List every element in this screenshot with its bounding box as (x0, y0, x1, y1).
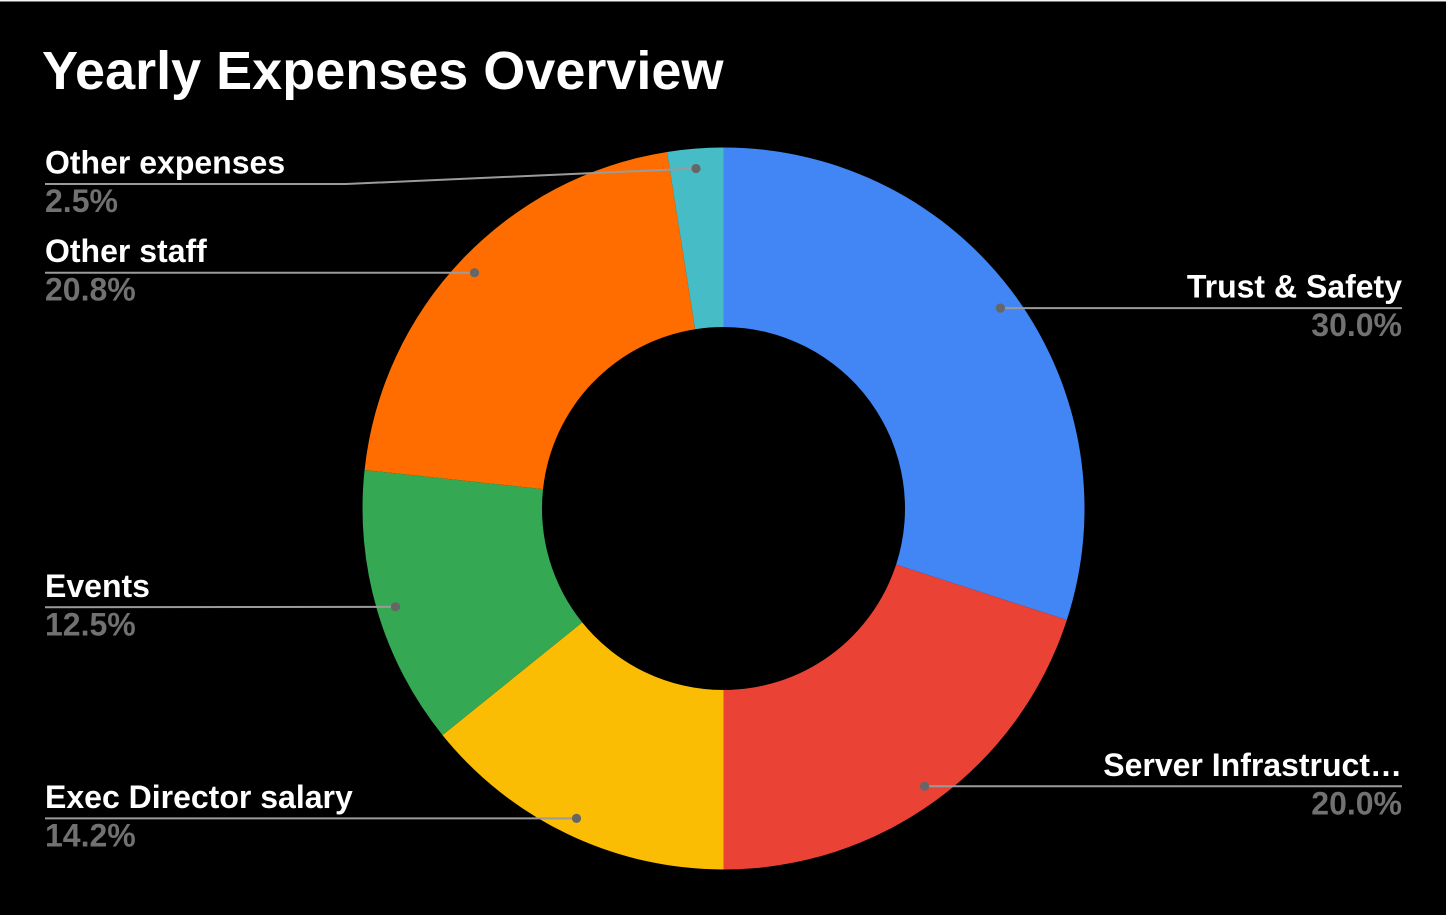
svg-text:Trust & Safety: Trust & Safety (1187, 269, 1402, 305)
svg-text:Exec Director salary: Exec Director salary (45, 779, 353, 815)
svg-text:Other expenses: Other expenses (45, 145, 285, 181)
svg-text:20.8%: 20.8% (45, 272, 136, 308)
svg-text:Events: Events (45, 568, 150, 604)
svg-text:30.0%: 30.0% (1311, 307, 1402, 343)
svg-text:2.5%: 2.5% (45, 183, 118, 219)
svg-text:Yearly Expenses Overview: Yearly Expenses Overview (42, 41, 724, 101)
svg-text:14.2%: 14.2% (45, 817, 136, 853)
svg-text:Other staff: Other staff (45, 233, 207, 269)
svg-text:20.0%: 20.0% (1311, 785, 1402, 821)
svg-text:12.5%: 12.5% (45, 606, 136, 642)
svg-text:Server Infrastruct…: Server Infrastruct… (1103, 747, 1402, 783)
